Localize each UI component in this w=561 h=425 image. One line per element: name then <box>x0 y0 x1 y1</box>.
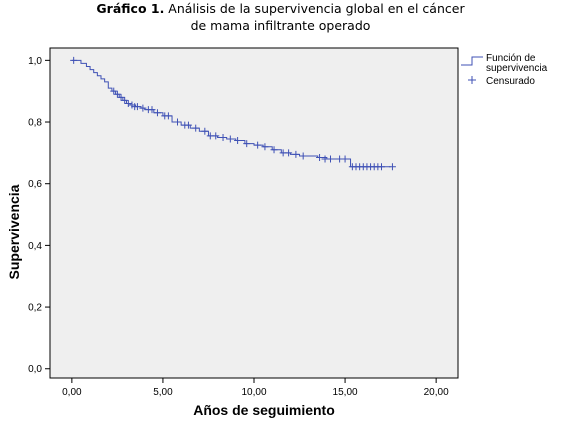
censored-marker <box>299 152 307 160</box>
legend-survival-label-1: Función de <box>486 53 536 64</box>
y-tick-label: 0,4 <box>28 241 42 252</box>
censored-marker <box>243 140 251 148</box>
censored-marker <box>341 155 349 163</box>
x-tick-label: 20,00 <box>424 387 449 398</box>
caption-title-part1: Análisis de la supervivencia global en e… <box>164 1 465 16</box>
censored-marker <box>219 133 227 141</box>
plot-area <box>49 47 459 379</box>
censored-marker <box>184 121 192 129</box>
caption-line-1: Gráfico 1. Análisis de la supervivencia … <box>0 0 561 17</box>
chart-marks <box>70 56 396 171</box>
legend-censored-marker <box>468 76 476 84</box>
x-axis-title: Años de seguimiento <box>193 402 335 418</box>
censored-marker <box>113 90 121 98</box>
y-tick-label: 1,0 <box>28 56 42 67</box>
x-tick-label: 15,00 <box>333 387 358 398</box>
censored-marker <box>117 93 125 101</box>
censored-marker <box>153 109 161 117</box>
censored-marker <box>110 87 118 95</box>
axes: 0,00 5,00 10,00 15,00 20,00 0,0 0,2 0,4 0,6 0,8 1,… <box>28 56 449 398</box>
censored-marker <box>285 149 293 157</box>
legend-censored-label: Censurado <box>486 76 535 87</box>
censored-marker <box>174 118 181 126</box>
censored-marker <box>148 106 156 114</box>
y-tick-label: 0,8 <box>28 118 42 129</box>
y-tick-label: 0,6 <box>28 179 42 190</box>
legend-plus-glyph <box>468 76 476 84</box>
censored-marker <box>292 150 300 158</box>
censored-marker <box>327 155 334 163</box>
censored-marker <box>124 100 132 108</box>
censored-marker <box>261 143 269 151</box>
censored-marker <box>212 132 220 140</box>
censored-marker <box>121 96 129 104</box>
censored-marker <box>234 137 242 145</box>
caption-line-2: de mama infiltrante operado <box>190 18 371 33</box>
figure-caption: Gráfico 1. Análisis de la supervivencia … <box>0 0 561 34</box>
censored-marker <box>201 127 209 135</box>
censored-marker <box>139 104 147 112</box>
y-tick-label: 0,0 <box>28 364 42 375</box>
censored-marker <box>164 112 172 120</box>
censored-marker <box>133 103 141 111</box>
y-axis-title: Supervivencia <box>6 184 22 279</box>
x-tick-label: 0,00 <box>62 387 82 398</box>
censored-marker <box>70 56 78 64</box>
censored-marker <box>388 163 396 171</box>
legend: Función de supervivencia Censurado <box>461 53 548 87</box>
y-tick-label: 0,2 <box>28 303 42 314</box>
legend-survival-swatch <box>461 56 483 66</box>
censored-marker <box>192 124 200 132</box>
censored-marker <box>226 135 234 143</box>
x-tick-label: 5,00 <box>153 387 173 398</box>
x-tick-label: 10,00 <box>241 387 266 398</box>
caption-figure-number: Gráfico 1. <box>96 1 165 16</box>
legend-survival-label-2: supervivencia <box>486 63 548 74</box>
censored-marker <box>316 153 324 161</box>
censored-marker <box>378 163 385 171</box>
censored-marker <box>270 146 278 154</box>
censored-marker <box>254 141 262 149</box>
